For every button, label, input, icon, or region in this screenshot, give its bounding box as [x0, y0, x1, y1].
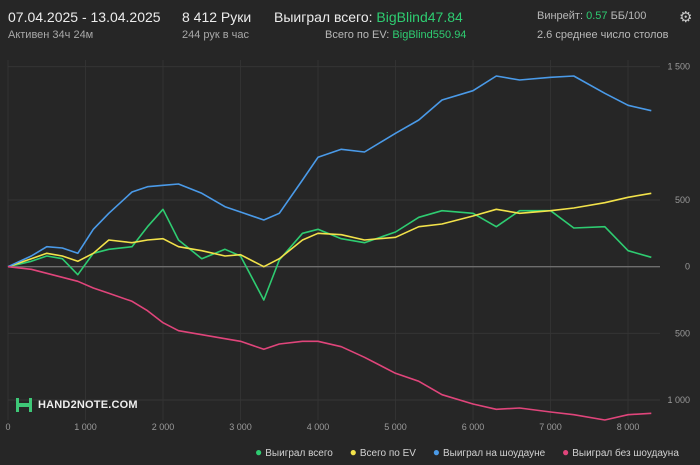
legend-label-showdown: Выиграл на шоудауне: [442, 448, 546, 459]
x-tick-label: 7 000: [539, 422, 562, 432]
winrate-label: Винрейт:: [537, 10, 587, 22]
total-ev-value: BigBlind550.94: [392, 29, 467, 41]
y-tick-label: 500: [675, 195, 690, 205]
legend-item-total[interactable]: ● Выиграл всего: [255, 445, 333, 459]
chart-series: [7, 75, 652, 421]
avg-tables: 2.6 среднее число столов: [537, 29, 669, 41]
y-tick-label: 1 000: [667, 395, 690, 405]
gear-icon[interactable]: ⚙: [679, 9, 693, 26]
legend-dot-total: ●: [255, 445, 263, 459]
x-axis-ticks: 0 1 000 2 000 3 000 4 000 5 000 6 000 7 000 8 00…: [5, 422, 639, 432]
total-won-label: Выиграл всего:: [274, 9, 377, 25]
chart-legend: ● Выиграл всего ● Всего по EV ● Выиграл на …: [255, 445, 693, 459]
legend-item-showdown[interactable]: ● Выиграл на шоудауне: [432, 445, 546, 459]
series-line-1: [7, 192, 652, 268]
x-tick-label: 1 000: [74, 422, 97, 432]
x-tick-label: 2 000: [152, 422, 175, 432]
x-tick-label: 3 000: [229, 422, 252, 432]
x-tick-label: 0: [5, 422, 10, 432]
winrate-unit: ББ/100: [607, 10, 647, 22]
active-time: Активен 34ч 24м: [8, 29, 94, 41]
winrate-value: 0.57: [586, 10, 608, 22]
y-tick-label: 500: [675, 328, 690, 338]
series-line-3: [7, 265, 652, 421]
series-line-0: [7, 208, 652, 301]
winrate: Винрейт: 0.57 ББ/100: [537, 10, 646, 22]
y-tick-label: 1 500: [667, 62, 690, 72]
legend-label-total: Выиграл всего: [265, 448, 333, 459]
total-ev: Всего по EV: BigBlind550.94: [325, 29, 466, 41]
chart-grid: [7, 60, 660, 420]
y-axis-ticks: 1 500 500 0 500 1 000: [667, 62, 690, 405]
hands-per-hour: 244 рук в час: [182, 29, 250, 41]
y-tick-label: 0: [685, 262, 690, 272]
x-tick-label: 8 000: [617, 422, 640, 432]
legend-dot-ev: ●: [349, 445, 357, 459]
date-range[interactable]: 07.04.2025 - 13.04.2025: [8, 9, 161, 25]
x-tick-label: 4 000: [307, 422, 330, 432]
hand2note-logo-icon: [16, 398, 32, 412]
summary-header: 07.04.2025 - 13.04.2025 Активен 34ч 24м …: [0, 0, 700, 48]
x-tick-label: 5 000: [384, 422, 407, 432]
legend-item-nonshowdown[interactable]: ● Выиграл без шоудауна: [561, 445, 679, 459]
total-won-value: BigBlind47.84: [376, 9, 463, 25]
hand2note-logo-text: HAND2NOTE.COM: [38, 399, 138, 411]
total-won: Выиграл всего: BigBlind47.84: [274, 9, 463, 25]
legend-label-ev: Всего по EV: [359, 448, 416, 459]
legend-dot-nonshowdown: ●: [561, 445, 570, 459]
legend-label-nonshowdown: Выиграл без шоудауна: [572, 448, 679, 459]
legend-item-ev[interactable]: ● Всего по EV: [349, 445, 416, 459]
x-tick-label: 6 000: [462, 422, 485, 432]
total-ev-label: Всего по EV:: [325, 29, 393, 41]
hand2note-logo: HAND2NOTE.COM: [15, 397, 138, 413]
series-line-2: [7, 75, 652, 268]
legend-dot-showdown: ●: [432, 445, 440, 459]
hands-count: 8 412 Руки: [182, 9, 252, 25]
